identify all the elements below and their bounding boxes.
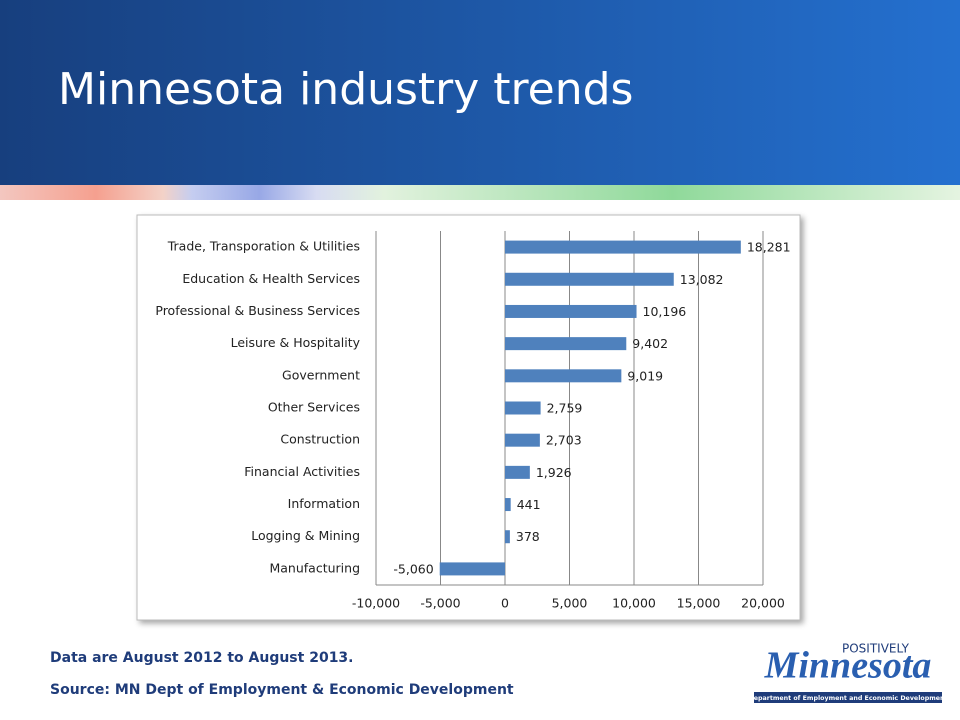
value-label: 18,281 [747, 240, 791, 255]
header-stripe [0, 185, 960, 200]
x-tick-label: 5,000 [552, 596, 588, 611]
bar [505, 369, 622, 383]
value-label: 2,759 [547, 401, 583, 416]
bar [505, 498, 511, 512]
value-label: 2,703 [546, 433, 582, 448]
chart-frame [136, 214, 801, 621]
y-tick-label: Logging & Mining [251, 528, 360, 543]
value-label: 441 [517, 497, 541, 512]
value-label: 9,019 [627, 368, 663, 383]
y-tick-label: Construction [280, 432, 360, 447]
y-tick-label: Manufacturing [269, 560, 360, 575]
y-tick-label: Education & Health Services [182, 271, 360, 286]
bar [505, 465, 530, 479]
y-tick-label: Other Services [268, 400, 360, 415]
y-tick-label: Leisure & Hospitality [231, 335, 361, 350]
x-tick-label: 20,000 [741, 596, 785, 611]
x-tick-label: -5,000 [420, 596, 460, 611]
y-tick-label: Information [288, 496, 360, 511]
x-tick-label: 10,000 [612, 596, 656, 611]
x-tick-label: 0 [501, 596, 509, 611]
slide-title: Minnesota industry trends [58, 64, 633, 115]
bar [505, 240, 741, 254]
logo-bar [754, 692, 942, 703]
y-tick-label: Trade, Transporation & Utilities [167, 239, 360, 254]
y-tick-label: Government [282, 367, 360, 382]
value-label: 378 [516, 529, 540, 544]
y-tick-label: Professional & Business Services [155, 303, 360, 318]
bar [505, 401, 541, 415]
logo-tagline: POSITIVELY [842, 642, 910, 656]
header-band [0, 0, 960, 185]
note: Data are August 2012 to August 2013. [50, 650, 354, 666]
value-label: 13,082 [680, 272, 724, 287]
value-label: 10,196 [643, 304, 687, 319]
bar [505, 530, 510, 544]
bar [505, 337, 627, 351]
bar [505, 272, 674, 286]
logo-department: Department of Employment and Economic De… [748, 695, 947, 702]
logo-name: Minnesota [764, 645, 932, 687]
x-tick-label: 15,000 [677, 596, 721, 611]
chart: -10,000 -5,000 0 5,000 10,000 15,000 20,000 Tra… [155, 231, 791, 611]
y-tick-label: Financial Activities [244, 464, 360, 479]
bar [505, 304, 637, 318]
note: Source: MN Dept of Employment & Economic… [50, 682, 514, 698]
bar [439, 562, 505, 576]
value-label: -5,060 [393, 561, 433, 576]
bar [505, 433, 540, 447]
x-tick-label: -10,000 [352, 596, 400, 611]
value-label: 1,926 [536, 465, 572, 480]
value-label: 9,402 [632, 336, 668, 351]
